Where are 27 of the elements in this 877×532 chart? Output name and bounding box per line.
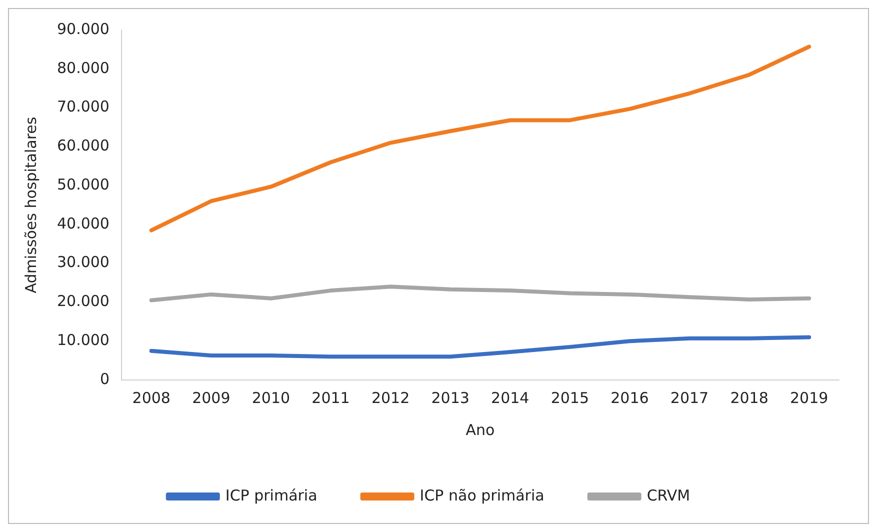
x-tick-label: 2018: [730, 388, 768, 407]
x-tick-label: 2017: [670, 388, 709, 407]
x-tick-label: 2009: [192, 388, 230, 407]
x-axis-title: Ano: [466, 420, 495, 439]
y-tick-label: 90.000: [56, 20, 110, 38]
x-tick-label: 2010: [252, 388, 290, 407]
x-tick-label: 2013: [431, 388, 470, 407]
y-tick-label: 20.000: [56, 292, 110, 310]
legend-label: ICP não primária: [420, 486, 544, 504]
x-tick-label: 2012: [371, 388, 410, 407]
legend-label: ICP primária: [225, 486, 318, 504]
x-tick-label: 2015: [550, 388, 590, 407]
y-tick-label: 60.000: [56, 136, 110, 155]
x-tick-label: 2019: [790, 388, 828, 407]
x-tick-label: 2014: [491, 388, 530, 407]
legend-label: CRVM: [646, 486, 690, 504]
y-tick-label: 10.000: [56, 331, 110, 349]
y-tick-label: 70.000: [56, 98, 110, 116]
x-tick-label: 2011: [312, 388, 350, 407]
y-tick-label: 40.000: [56, 214, 110, 232]
x-tick-label: 2016: [610, 388, 649, 407]
y-tick-label: 80.000: [56, 58, 110, 77]
y-tick-label: 50.000: [56, 175, 110, 194]
y-tick-label: 30.000: [56, 253, 110, 272]
y-axis-title: Admissões hospitalares: [22, 116, 40, 294]
x-tick-label: 2008: [132, 388, 170, 407]
y-tick-label: 0: [100, 370, 110, 388]
